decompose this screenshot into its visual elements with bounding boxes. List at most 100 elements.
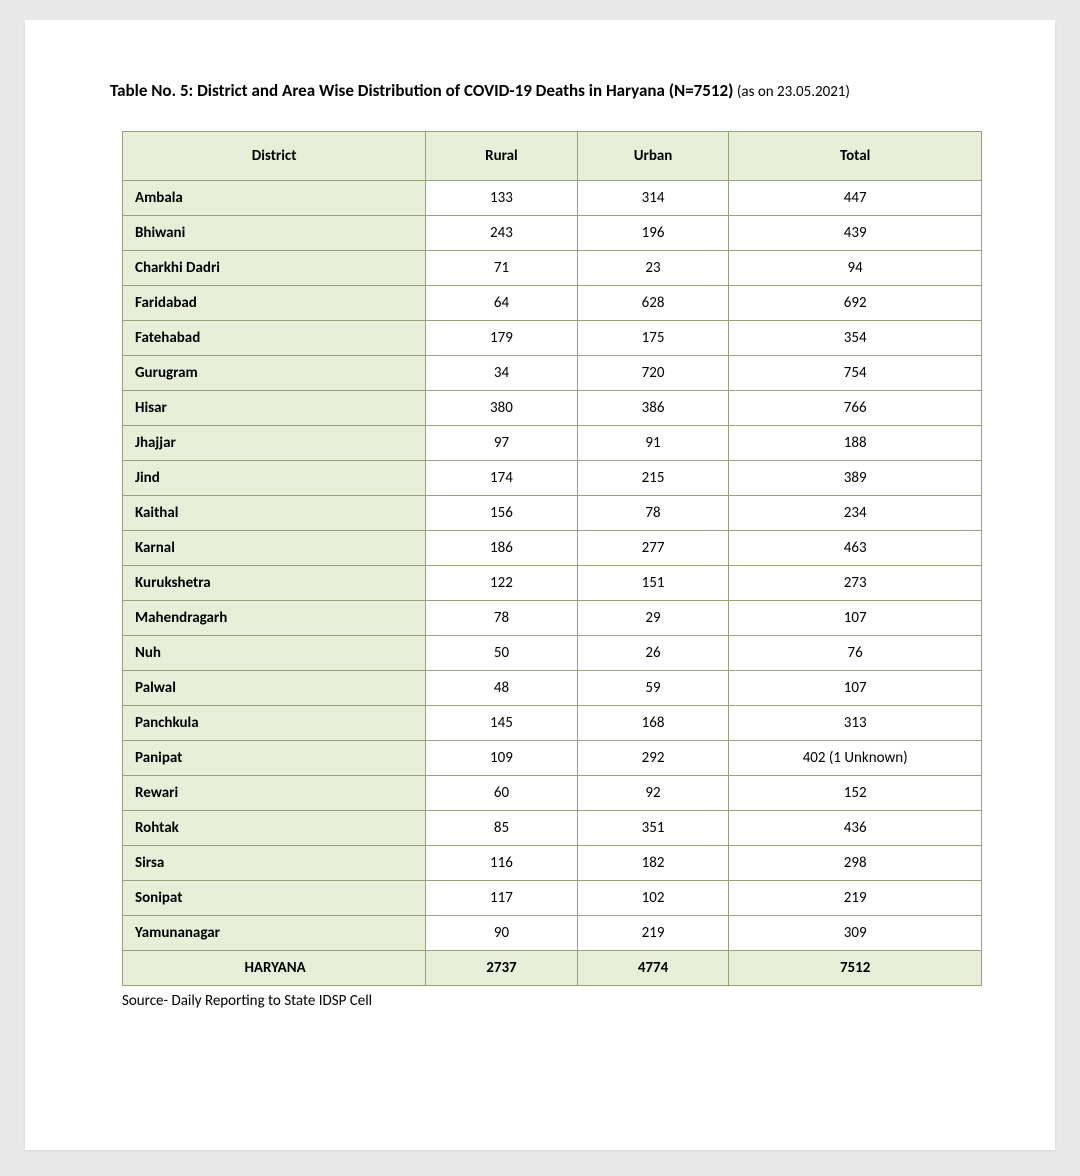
urban-cell: 720	[577, 356, 729, 391]
urban-cell: 29	[577, 601, 729, 636]
total-cell: 313	[729, 706, 982, 741]
district-cell: Jhajjar	[123, 426, 426, 461]
urban-cell: 168	[577, 706, 729, 741]
rural-cell: 109	[426, 741, 578, 776]
district-cell: Jind	[123, 461, 426, 496]
table-row: Ambala133314447	[123, 181, 982, 216]
table-row: Nuh502676	[123, 636, 982, 671]
district-cell: Gurugram	[123, 356, 426, 391]
rural-cell: 145	[426, 706, 578, 741]
district-cell: Rewari	[123, 776, 426, 811]
col-header-rural: Rural	[426, 132, 578, 181]
urban-cell: 175	[577, 321, 729, 356]
table-row: Karnal186277463	[123, 531, 982, 566]
total-cell: 94	[729, 251, 982, 286]
rural-cell: 133	[426, 181, 578, 216]
table-row: Bhiwani243196439	[123, 216, 982, 251]
total-cell: 152	[729, 776, 982, 811]
table-row: Fatehabad179175354	[123, 321, 982, 356]
total-cell: 298	[729, 846, 982, 881]
district-cell: Kurukshetra	[123, 566, 426, 601]
table-header-row: District Rural Urban Total	[123, 132, 982, 181]
total-cell: 692	[729, 286, 982, 321]
rural-cell: 85	[426, 811, 578, 846]
total-cell: 354	[729, 321, 982, 356]
table-row: Jhajjar9791188	[123, 426, 982, 461]
rural-cell: 34	[426, 356, 578, 391]
title-sub: (as on 23.05.2021)	[733, 83, 850, 101]
total-cell: 436	[729, 811, 982, 846]
urban-cell: 151	[577, 566, 729, 601]
urban-cell: 277	[577, 531, 729, 566]
district-cell: Hisar	[123, 391, 426, 426]
rural-cell: 156	[426, 496, 578, 531]
table-row: Sirsa116182298	[123, 846, 982, 881]
urban-cell: 26	[577, 636, 729, 671]
total-total-cell: 7512	[729, 951, 982, 986]
rural-cell: 179	[426, 321, 578, 356]
rural-cell: 90	[426, 916, 578, 951]
urban-cell: 351	[577, 811, 729, 846]
rural-cell: 116	[426, 846, 578, 881]
total-cell: 219	[729, 881, 982, 916]
district-cell: Palwal	[123, 671, 426, 706]
table-row: Kaithal15678234	[123, 496, 982, 531]
total-cell: 107	[729, 671, 982, 706]
rural-cell: 97	[426, 426, 578, 461]
urban-cell: 386	[577, 391, 729, 426]
total-cell: 754	[729, 356, 982, 391]
document-page: Table No. 5: District and Area Wise Dist…	[25, 20, 1055, 1150]
source-text: Source- Daily Reporting to State IDSP Ce…	[122, 992, 970, 1010]
rural-cell: 117	[426, 881, 578, 916]
rural-cell: 48	[426, 671, 578, 706]
district-cell: Sirsa	[123, 846, 426, 881]
total-cell: 439	[729, 216, 982, 251]
total-cell: 188	[729, 426, 982, 461]
rural-cell: 243	[426, 216, 578, 251]
rural-cell: 64	[426, 286, 578, 321]
district-cell: Faridabad	[123, 286, 426, 321]
district-cell: Sonipat	[123, 881, 426, 916]
total-cell: 402 (1 Unknown)	[729, 741, 982, 776]
total-cell: 447	[729, 181, 982, 216]
total-cell: 107	[729, 601, 982, 636]
urban-cell: 215	[577, 461, 729, 496]
urban-cell: 92	[577, 776, 729, 811]
district-cell: Charkhi Dadri	[123, 251, 426, 286]
total-urban-cell: 4774	[577, 951, 729, 986]
urban-cell: 78	[577, 496, 729, 531]
district-cell: Bhiwani	[123, 216, 426, 251]
district-cell: Panipat	[123, 741, 426, 776]
col-header-district: District	[123, 132, 426, 181]
rural-cell: 78	[426, 601, 578, 636]
title-main: Table No. 5: District and Area Wise Dist…	[110, 80, 733, 101]
table-row: Jind174215389	[123, 461, 982, 496]
total-cell: 766	[729, 391, 982, 426]
total-cell: 234	[729, 496, 982, 531]
urban-cell: 196	[577, 216, 729, 251]
table-row: Rewari6092152	[123, 776, 982, 811]
urban-cell: 91	[577, 426, 729, 461]
urban-cell: 292	[577, 741, 729, 776]
district-cell: Kaithal	[123, 496, 426, 531]
district-cell: Nuh	[123, 636, 426, 671]
rural-cell: 186	[426, 531, 578, 566]
district-cell: Mahendragarh	[123, 601, 426, 636]
total-district-cell: HARYANA	[123, 951, 426, 986]
total-cell: 309	[729, 916, 982, 951]
urban-cell: 182	[577, 846, 729, 881]
table-row: Charkhi Dadri712394	[123, 251, 982, 286]
urban-cell: 628	[577, 286, 729, 321]
district-cell: Karnal	[123, 531, 426, 566]
district-cell: Fatehabad	[123, 321, 426, 356]
table-row: Panchkula145168313	[123, 706, 982, 741]
table-row: Panipat109292402 (1 Unknown)	[123, 741, 982, 776]
table-row: Palwal4859107	[123, 671, 982, 706]
urban-cell: 219	[577, 916, 729, 951]
district-cell: Panchkula	[123, 706, 426, 741]
urban-cell: 314	[577, 181, 729, 216]
table-title: Table No. 5: District and Area Wise Dist…	[110, 80, 970, 101]
total-cell: 463	[729, 531, 982, 566]
table-row: Faridabad64628692	[123, 286, 982, 321]
rural-cell: 122	[426, 566, 578, 601]
